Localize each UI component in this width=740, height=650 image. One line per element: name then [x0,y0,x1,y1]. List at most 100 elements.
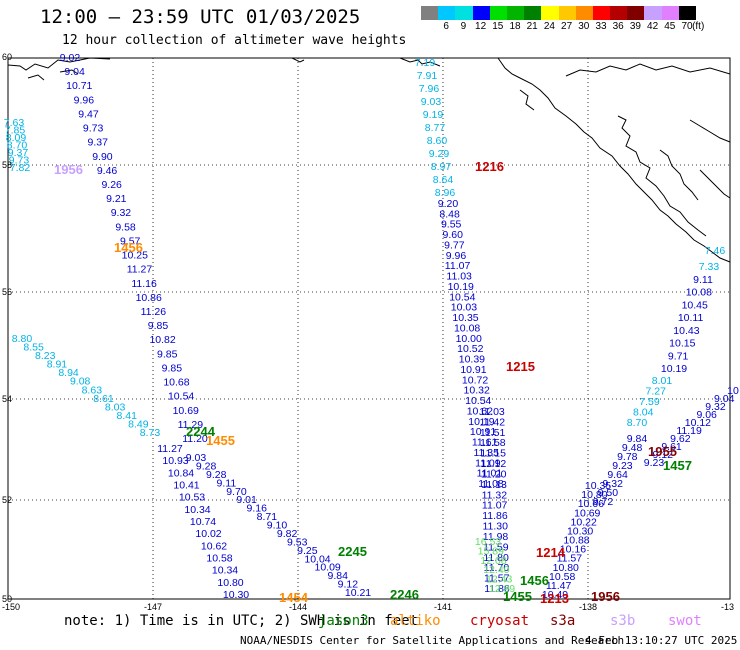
wave-height-label: 10.58 [549,571,575,583]
wave-height-label: 11.59 [483,541,509,553]
wave-height-label: 9.61 [661,441,682,453]
colorbar-tick-label: 27 [561,21,573,32]
wave-height-label: 9.28 [196,460,217,472]
wave-height-label: 8.91 [47,359,68,371]
wave-height-label: 11.30 [482,521,508,533]
chart-subtitle: 12 hour collection of altimeter wave hei… [62,33,407,48]
wave-height-label: 9.57 [120,235,141,247]
wave-height-label: 12.99 [489,583,515,595]
wave-height-label: 10.58 [206,553,232,565]
pass-time-label: 1956 [54,162,83,177]
wave-height-label: 11.35 [473,447,499,459]
wave-height-label: 10.15 [669,338,695,350]
wave-height-label: 9.08 [70,376,91,388]
wave-height-label: 9.02 [60,52,81,64]
wave-height-label: 9.58 [115,221,136,233]
altimeter-track: 8.808.558.238.918.949.088.638.618.038.41… [12,333,161,439]
colorbar-swatch [575,6,593,20]
wave-height-label: 11.32 [482,489,508,501]
coastline-islands [519,89,731,237]
wave-height-label: 9.26 [101,179,122,191]
wave-height-label: 10.08 [454,322,480,334]
wave-height-label: 8.61 [93,393,114,405]
wave-height-label: 11.13 [481,479,507,491]
latitude-label: 52 [2,495,12,505]
wave-height-label: 8.64 [433,174,454,186]
altimeter-track: 7.197.917.969.039.198.778.609.298.978.64… [415,57,456,199]
wave-height-label: 9.84 [328,570,349,582]
wave-height-label: 9.85 [148,320,169,332]
wave-height-label: 10.02 [195,528,221,540]
colorbar-swatch [592,6,611,20]
wave-height-label: 9.12 [653,449,674,461]
colorbar-tick-label: 33 [595,21,607,32]
wave-height-label: 9.96 [446,250,467,262]
wave-height-label: 11.27 [127,264,153,276]
wave-height-label: 9.32 [602,478,623,490]
wave-height-label: 9.71 [668,350,689,362]
wave-height-label: 9.73 [83,123,104,135]
pass-time-label: 1213 [540,591,569,606]
axis-labels: 60 58 56 54 52 50-150 -147 -144 -141 -138 -13 [2,52,734,612]
wave-height-label: 9.82 [277,528,298,540]
wave-height-label: 9.28 [206,469,227,481]
mission-legend-item: s3b [610,613,636,629]
altimeter-track: 11.0311.4211.5111.5811.1511.1211.2011.13… [479,406,510,595]
wave-height-label: 9.29 [429,148,450,160]
colorbar-swatch [644,6,662,20]
colorbar-swatch [541,6,559,20]
coastline [7,57,731,263]
wave-height-label: 8.71 [257,511,278,523]
wave-height-label: 9.23 [612,460,633,472]
pass-time-label: 1215 [506,359,535,374]
latitude-label: 56 [2,287,12,297]
wave-height-label: 11.86 [482,510,508,522]
pass-time-label: 2244 [186,424,216,439]
wave-height-label: 10.91 [470,426,496,438]
wave-height-label: 9.84 [627,433,648,445]
mission-legend-item: altiko [390,613,441,629]
pass-time-label: 1956 [591,589,620,604]
wave-height-label: 8.23 [35,350,56,362]
wave-height-label: 11.61 [472,437,498,449]
wave-height-label: 8.94 [58,367,79,379]
colorbar-tick-label: 24 [543,21,555,32]
wave-height-label: 10.71 [66,80,92,92]
wave-height-label: 10.62 [201,540,227,552]
wave-height-label: 12.43 [486,574,512,586]
wave-height-label: 10.74 [190,516,216,528]
pass-time-label: 1455 [503,589,532,604]
wave-height-label: 9.19 [423,109,444,121]
wave-height-label: 9.01 [236,494,257,506]
wave-height-label: 10.09 [314,562,340,574]
wave-height-label: 10.00 [456,333,482,345]
pass-time-label: 1216 [475,159,504,174]
latitude-label: 50 [2,594,12,604]
wave-height-label: 8.09 [6,132,27,144]
pass-time-labels: 1216121512141213145614551454224422452246… [54,159,692,606]
wave-height-label: 7.19 [415,57,436,69]
wave-height-label: 10.11 [678,312,704,324]
wave-height-label: 8.60 [427,135,448,147]
wave-height-label: 10.54 [168,391,194,403]
wave-height-label: 11.86 [484,583,510,595]
wave-height-label: 7.96 [419,83,440,95]
colorbar-swatch [489,6,507,20]
wave-height-label: 16.53 [475,536,501,548]
wave-height-label: 11.26 [141,306,167,318]
altimeter-track: 7.46 7.33 [699,245,726,273]
wave-height-label: 8.70 [7,140,28,152]
wave-height-label: 10.25 [122,250,148,262]
wave-height-label: 11.98 [483,531,509,543]
wave-height-label: 9.32 [111,207,132,219]
wave-height-label: 10.41 [173,480,199,492]
wave-height-label: 10.30 [567,525,593,537]
footer-note: note: 1) Time is in UTC; 2) SWH is in fe… [64,613,419,629]
wave-height-label: 8.04 [633,407,654,419]
wave-height-label: 8.41 [117,410,138,422]
colorbar-swatch [524,6,542,20]
colorbar-swatch [455,6,473,20]
pass-time-label: 2245 [338,544,367,559]
